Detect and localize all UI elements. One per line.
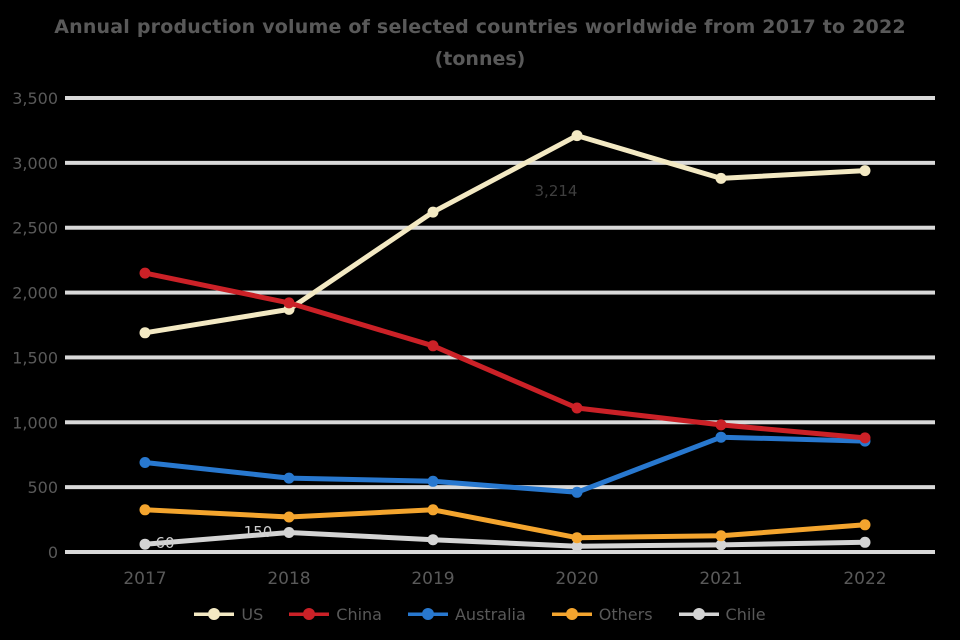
legend-label: Australia [454,604,526,624]
series-marker-chile [139,538,151,550]
y-tick-label: 1,000 [12,413,58,432]
annotation-label: 3,214 [535,182,578,200]
legend-item-chile[interactable]: Chile [678,604,766,624]
series-marker-us [571,130,583,142]
legend-line-marker-icon [407,608,448,620]
series-marker-chile [859,536,871,548]
series-marker-chile [283,527,295,538]
gridline [65,420,935,425]
series-marker-us [715,172,727,184]
legend-line-marker-icon [289,608,330,620]
series-line-chile [142,530,868,549]
series-marker-us [139,327,151,339]
series-marker-others [427,504,439,516]
legend-item-us[interactable]: US [194,605,263,624]
x-tick-label: 2022 [843,569,886,589]
series-marker-australia [715,431,727,443]
chart-title: Annual production volume of selected cou… [0,16,960,70]
legend-item-australia[interactable]: Australia [407,604,526,624]
annotation-label: 60 [155,534,174,552]
annotation-label: 150 [244,523,273,541]
series-line-others [142,507,868,541]
legend-item-others[interactable]: Others [551,604,653,624]
legend-line-marker-icon [551,608,592,620]
y-tick-label: 0 [48,543,58,562]
series-line-australia [142,434,868,495]
y-tick-label: 3,500 [12,89,58,108]
series-marker-others [139,504,151,516]
chart-title-line1: Annual production volume of selected cou… [54,16,906,38]
x-tick-label: 2020 [555,569,598,589]
y-tick-label: 3,000 [12,154,58,173]
series-marker-china [283,297,295,309]
y-tick-label: 500 [27,478,58,497]
series-marker-china [427,340,439,352]
series-marker-china [859,432,871,444]
series-marker-china [571,402,583,414]
series-marker-australia [571,486,583,498]
series-marker-others [715,530,727,542]
x-tick-label: 2018 [267,569,310,589]
series-marker-others [283,511,295,523]
series-marker-us [427,206,439,218]
series-marker-others [571,532,583,544]
series-marker-us [859,165,871,177]
series-marker-australia [139,457,151,468]
series-marker-australia [427,475,439,487]
series-line-china [142,270,868,441]
legend-line-marker-icon [678,608,719,620]
legend-item-china[interactable]: China [289,605,382,624]
legend-label: Others [598,604,653,624]
series-line-us [142,133,868,336]
series-marker-australia [283,472,295,484]
series-marker-chile [571,540,583,552]
legend-label: Chile [725,604,766,624]
series-marker-china [139,267,151,279]
gridline [65,355,935,360]
series-marker-others [859,519,871,531]
gridline [65,96,935,100]
y-tick-label: 2,500 [12,219,58,238]
x-tick-label: 2021 [699,569,742,589]
y-tick-label: 1,500 [12,348,58,367]
gridline [65,160,935,165]
y-tick-label: 2,000 [12,284,58,303]
x-tick-label: 2019 [411,569,454,589]
legend: US China Australia Others Chile [0,598,960,630]
legend-label: China [336,604,382,624]
series-marker-china [715,419,727,431]
series-marker-chile [715,539,727,551]
gridline [65,550,935,554]
legend-line-marker-icon [194,608,235,620]
legend-label: US [241,604,264,624]
series-marker-chile [427,534,439,546]
gridline [65,290,935,295]
chart-title-line2: (tonnes) [434,48,526,70]
x-tick-label: 2017 [123,569,166,589]
gridline [65,225,935,230]
